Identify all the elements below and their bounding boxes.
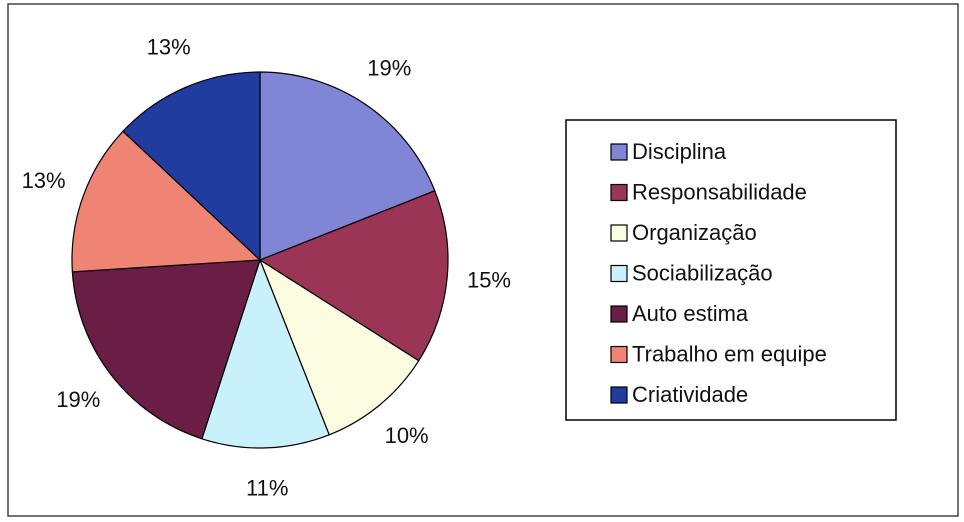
- legend-swatch: [610, 183, 628, 202]
- pie-slice: [258, 190, 449, 362]
- legend-swatch: [610, 264, 628, 283]
- legend-label: Responsabilidade: [632, 179, 807, 204]
- pie-slice: [258, 258, 420, 436]
- legend-label: Trabalho em equipe: [632, 341, 827, 366]
- legend-swatch: [610, 386, 628, 404]
- legend-swatch: [610, 305, 628, 323]
- data-label: 11%: [246, 476, 288, 501]
- pie-slice: [71, 130, 262, 273]
- legend-swatch: [610, 143, 628, 161]
- pie-slice: [122, 71, 261, 262]
- data-label: 13%: [147, 35, 191, 60]
- data-label: 13%: [22, 168, 66, 193]
- pie-slice: [71, 259, 261, 440]
- legend-label: Disciplina: [632, 139, 727, 164]
- legend-label: Organização: [632, 220, 757, 245]
- data-label: 19%: [56, 387, 100, 412]
- legend-label: Auto estima: [632, 301, 749, 326]
- data-label: 19%: [367, 56, 411, 81]
- pie-slice: [259, 71, 436, 261]
- legend-label: Sociabilização: [632, 260, 773, 285]
- data-label: 15%: [467, 267, 511, 292]
- data-label: 10%: [385, 423, 429, 448]
- legend-label: Criatividade: [632, 382, 748, 407]
- legend-swatch: [610, 345, 628, 364]
- pie-slice: [201, 258, 330, 449]
- legend-swatch: [610, 224, 628, 242]
